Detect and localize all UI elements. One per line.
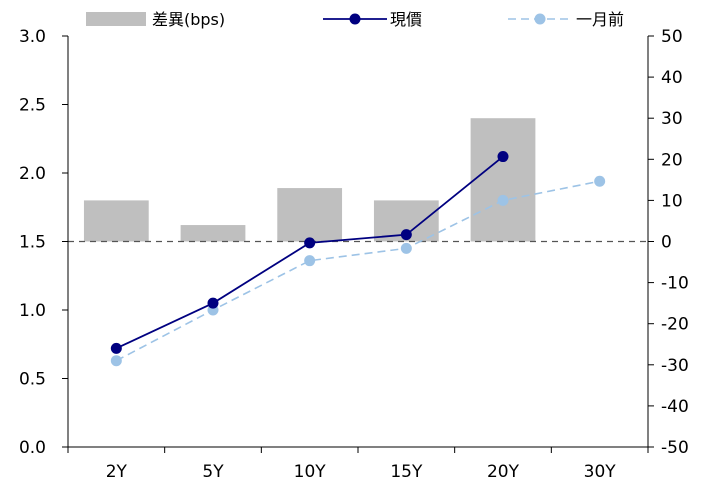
point-現價-5Y — [207, 297, 219, 309]
category-label: 15Y — [390, 462, 423, 482]
right-tick-label: -30 — [661, 356, 689, 376]
right-tick-label: 20 — [661, 150, 683, 170]
bar-series — [83, 118, 536, 242]
left-tick-label: 0.0 — [19, 438, 46, 458]
right-tick-label: 50 — [661, 27, 683, 47]
left-tick-label: 3.0 — [19, 27, 46, 47]
point-一月前-10Y — [304, 255, 316, 267]
point-一月前-20Y — [497, 194, 509, 206]
left-tick-label: 1.5 — [19, 233, 46, 253]
legend-swatch-bar — [86, 12, 146, 26]
category-label: 10Y — [294, 462, 327, 482]
point-現價-10Y — [304, 237, 316, 249]
legend-label-bar: 差異(bps) — [152, 10, 225, 29]
left-tick-label: 0.5 — [19, 370, 46, 390]
series-line-一月前 — [115, 180, 600, 362]
line-series — [110, 151, 606, 367]
bar-20Y — [470, 118, 536, 242]
bar-10Y — [277, 188, 343, 242]
point-一月前-15Y — [400, 242, 412, 254]
legend-swatch-marker — [349, 13, 361, 25]
left-tick-label: 2.5 — [19, 96, 46, 116]
right-tick-label: 0 — [661, 233, 672, 253]
right-tick-label: -10 — [661, 274, 689, 294]
right-tick-label: 40 — [661, 68, 683, 88]
axes: 0.0 0.5 1.0 1.5 2.0 2.5 3.0 -50 -40 -30 -20 -10 0 10 2… — [19, 27, 689, 482]
left-tick-label: 1.0 — [19, 301, 46, 321]
right-tick-label: -20 — [661, 315, 689, 335]
category-label: 30Y — [584, 462, 617, 482]
category-label: 20Y — [487, 462, 520, 482]
point-一月前-2Y — [110, 355, 122, 367]
category-label: 5Y — [202, 462, 224, 482]
category-label: 2Y — [106, 462, 128, 482]
point-現價-15Y — [400, 229, 412, 241]
right-tick-label: 10 — [661, 191, 683, 211]
right-tick-label: -40 — [661, 397, 689, 417]
point-現價-20Y — [497, 151, 509, 163]
right-tick-label: -50 — [661, 438, 689, 458]
right-tick-label: 30 — [661, 109, 683, 129]
point-一月前-30Y — [594, 175, 606, 187]
point-現價-2Y — [110, 342, 122, 354]
legend-label-dashed: 一月前 — [576, 10, 624, 29]
bar-2Y — [83, 200, 149, 242]
legend: 差異(bps) 現價 一月前 — [86, 10, 624, 29]
legend-label-line: 現價 — [390, 10, 422, 29]
legend-swatch-dashed-marker — [534, 13, 546, 25]
left-tick-label: 2.0 — [19, 164, 46, 184]
bar-5Y — [180, 225, 246, 242]
series-line-現價 — [115, 155, 504, 350]
